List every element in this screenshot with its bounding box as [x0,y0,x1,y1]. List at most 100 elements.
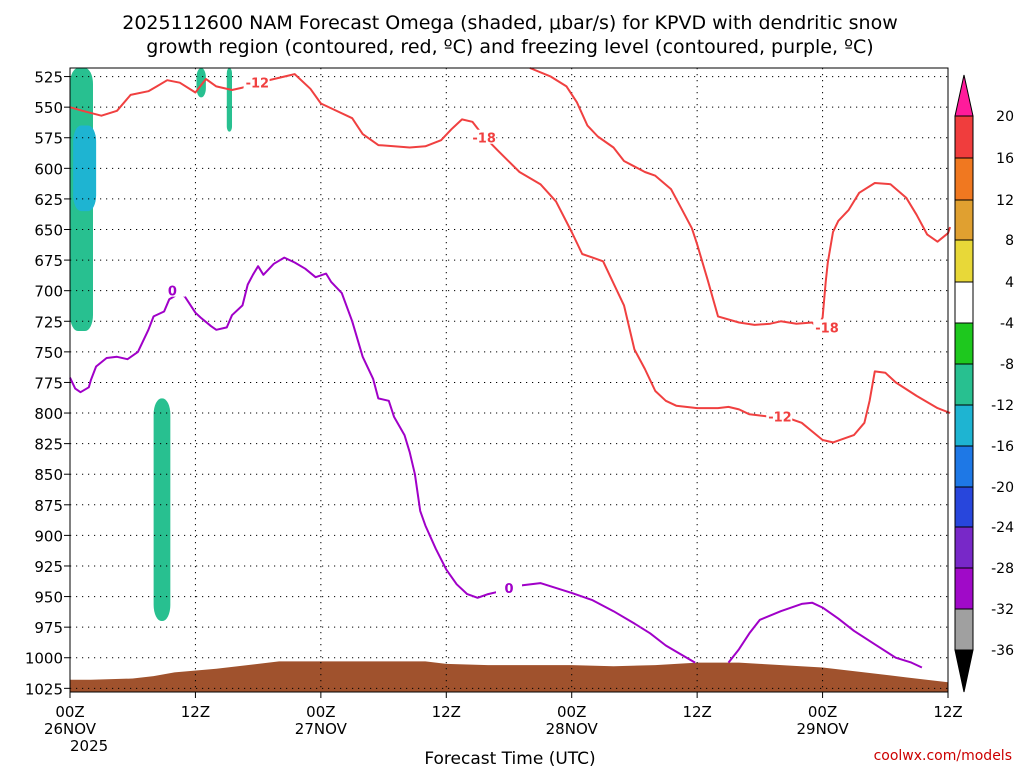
y-tick-label-875: 875 [34,497,63,515]
colorbar-box-11 [954,567,974,610]
y-tick-label-950: 950 [34,589,63,607]
terrain-layer [70,661,948,692]
colorbar-box-5 [954,322,974,365]
colorbar-label-1: 16 [996,151,1014,167]
colorbar-label-7: -12 [991,398,1014,414]
omega-region-7 [127,431,136,511]
contour-label-3: -18 [815,321,839,336]
colorbar-label-13: -36 [991,643,1014,659]
x-tick-label-48-0: 00Z [557,703,586,721]
contour-label-bg-4 [159,282,186,297]
y-axis-ticks: 525 550 575 600 625 650 675 700 725 750 775 800 825 8… [25,69,70,698]
y-tick-label-550: 550 [34,99,63,117]
contour-label-1: -12 [768,411,792,426]
colorbar-box-1 [954,157,974,201]
x-axis-label: Forecast Time (UTC) [424,749,595,768]
contour-label-5: 0 [504,582,513,597]
x-tick-label-84-0: 12Z [933,703,962,721]
y-tick-label-650: 650 [34,222,63,240]
colorbar-label-0: 20 [996,109,1014,125]
x-tick-label-72-0: 00Z [808,703,837,721]
y-tick-label-800: 800 [34,405,63,423]
y-tick-label-1025: 1025 [25,680,63,698]
x-tick-label-48-1: 28NOV [546,720,599,738]
x-tick-label-0-0: 00Z [55,703,84,721]
y-tick-label-725: 725 [34,313,63,331]
plot-frame [69,67,949,693]
colorbar: 20 16 12 8 4 -4 -8 -12 -16 -20 -24 -28 -32 -36 [954,74,1014,693]
x-tick-label-0-1: 26NOV [44,720,97,738]
contour-label-4: 0 [168,285,177,300]
omega-region-2 [196,68,206,98]
omega-region-13 [932,68,948,179]
omega-region-9 [569,468,661,585]
omega-region-8 [367,461,392,566]
colorbar-box-6 [954,363,974,406]
contour-line-1 [529,67,952,329]
colorbar-box-3 [954,239,974,283]
y-tick-label-750: 750 [34,344,63,362]
contour-label-bg-2 [470,129,497,144]
contour-label-bg-5 [496,580,522,594]
y-tick-label-675: 675 [34,252,63,270]
colorbar-label-10: -24 [991,520,1014,536]
colorbar-label-8: -16 [991,439,1014,455]
x-tick-label-72-1: 29NOV [797,720,850,738]
x-tick-label-24-0: 00Z [306,703,335,721]
y-tick-label-850: 850 [34,466,63,484]
colorbar-label-4: 4 [1005,275,1014,291]
colorbar-label-2: 12 [996,193,1014,209]
y-tick-label-700: 700 [34,283,63,301]
colorbar-label-3: 8 [1005,233,1014,249]
colorbar-label-12: -32 [991,602,1014,618]
contour-label-0: -12 [246,77,270,92]
contour-label-bg-3 [813,319,840,334]
contour-label-bg-0 [243,74,270,89]
omega-region-12 [845,422,881,554]
colorbar-label-5: -4 [1000,316,1014,332]
colorbar-box-0 [954,115,974,159]
colorbar-label-11: -28 [991,561,1014,577]
contour-line-0 [69,73,951,444]
omega-region-11 [820,394,844,591]
colorbar-box-8 [954,445,974,488]
y-tick-label-975: 975 [34,619,63,637]
x-tick-label-0-2: 2025 [70,737,108,755]
contour-lines: -12 -12 -18 -18 0 0 [69,67,952,669]
chart-title-line-2: growth region (contoured, red, ºC) and f… [146,36,873,58]
colorbar-box-4 [954,281,974,324]
y-tick-label-525: 525 [34,69,63,87]
colorbar-bottom-triangle [954,649,974,693]
x-tick-label-36-0: 12Z [432,703,461,721]
grid-lines [69,68,949,692]
contour-label-bg-1 [766,408,793,423]
colorbar-label-9: -20 [991,480,1014,496]
omega-shading [70,68,948,622]
contour-line-3 [727,601,923,669]
terrain-fill [70,661,948,692]
omega-region-6 [75,468,90,573]
x-tick-label-60-0: 12Z [682,703,711,721]
omega-region-4 [153,398,171,622]
y-tick-label-625: 625 [34,191,63,209]
y-tick-label-925: 925 [34,558,63,576]
chart-title-line-1: 2025112600 NAM Forecast Omega (shaded, μ… [122,12,898,34]
omega-region-3 [226,68,233,132]
colorbar-box-7 [954,404,974,447]
omega-region-1 [73,125,97,212]
y-tick-label-825: 825 [34,436,63,454]
omega-region-5 [441,68,468,213]
y-tick-label-600: 600 [34,160,63,178]
x-tick-label-12-0: 12Z [181,703,210,721]
colorbar-box-2 [954,199,974,241]
colorbar-label-6: -8 [1000,357,1014,373]
y-tick-label-575: 575 [34,130,63,148]
colorbar-box-9 [954,486,974,528]
colorbar-box-12 [954,608,974,651]
x-tick-label-24-1: 27NOV [295,720,348,738]
colorbar-box-10 [954,526,974,569]
colorbar-top-triangle [954,74,974,117]
y-tick-label-1000: 1000 [25,650,63,668]
